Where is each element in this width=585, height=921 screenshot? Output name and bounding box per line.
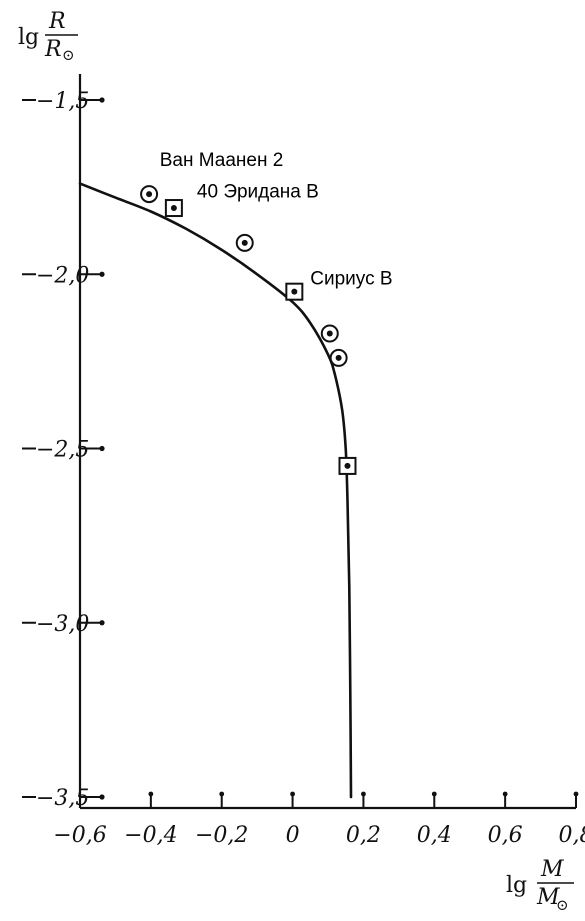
y-tick-dot (99, 271, 105, 277)
x-tick-label: 0,8 (559, 823, 585, 848)
x-axis-label: lg M M ⊙ (506, 857, 574, 914)
x-tick-label: −0,2 (195, 823, 248, 848)
x-tick-dot (361, 791, 366, 797)
annotation-label: Ван Маанен 2 (160, 150, 284, 171)
data-point-square (338, 456, 357, 475)
point-dot (326, 330, 333, 337)
x-label-den: M (536, 885, 560, 910)
axes (78, 74, 576, 810)
y-axis-label: lg R R ⊙ (18, 9, 78, 64)
point-dot (241, 239, 248, 246)
point-dot (146, 191, 153, 198)
x-tick-label: −0,4 (124, 823, 177, 848)
x-tick-label: 0,2 (346, 823, 381, 848)
x-label-prefix: lg (506, 873, 527, 898)
x-tick-dot (148, 791, 154, 797)
y-tick-dot (99, 97, 105, 103)
data-point-square (285, 282, 304, 301)
point-dot (170, 205, 177, 212)
y-tick-dot (99, 620, 105, 626)
curve-layer (78, 182, 353, 799)
x-tick-dot (290, 791, 295, 797)
data-point-circle (235, 233, 254, 252)
y-label-num: R (48, 9, 66, 34)
y-label-den: R (44, 37, 62, 62)
point-dot (291, 288, 298, 295)
x-tick-label: 0 (286, 823, 300, 848)
x-label-num: M (540, 857, 564, 882)
points-layer (140, 185, 357, 475)
y-tick-label: −3,0 (36, 612, 89, 637)
y-tick-dot (99, 445, 105, 452)
y-tick-label: −2,0 (36, 263, 89, 288)
y-tick-label: −3,5 (36, 786, 89, 811)
y-label-sub: ⊙ (62, 46, 75, 64)
x-tick-dot (502, 791, 508, 797)
annotations: Ван Маанен 2 40 Эридана В Сириус В (160, 150, 393, 289)
ticks: −1,5 −2,0 −2,5 −3,0 −3,5 −0,6 −0,4 −0,2 0 0,2 0,4 0… (22, 89, 585, 848)
y-tick-label: −2,5 (36, 438, 89, 463)
x-tick-dot (573, 791, 579, 797)
annotation-label: 40 Эридана В (197, 182, 319, 203)
data-point-circle (320, 324, 339, 343)
point-dot (335, 354, 342, 361)
x-tick-label: 0,4 (417, 823, 452, 848)
data-point-square (164, 199, 183, 218)
y-tick-dot (99, 794, 105, 800)
y-label-prefix: lg (18, 25, 39, 50)
annotation-label: Сириус В (310, 269, 392, 290)
point-dot (344, 462, 351, 469)
x-tick-dot (219, 791, 225, 797)
x-tick-label: 0,6 (488, 823, 523, 848)
y-tick-label: −1,5 (36, 89, 89, 114)
x-label-sub: ⊙ (556, 896, 569, 914)
x-tick-dot (431, 791, 437, 797)
data-point-circle (329, 348, 348, 367)
x-tick-label: −0,6 (53, 823, 106, 848)
theory-curve (78, 182, 353, 799)
data-point-circle (140, 185, 159, 204)
